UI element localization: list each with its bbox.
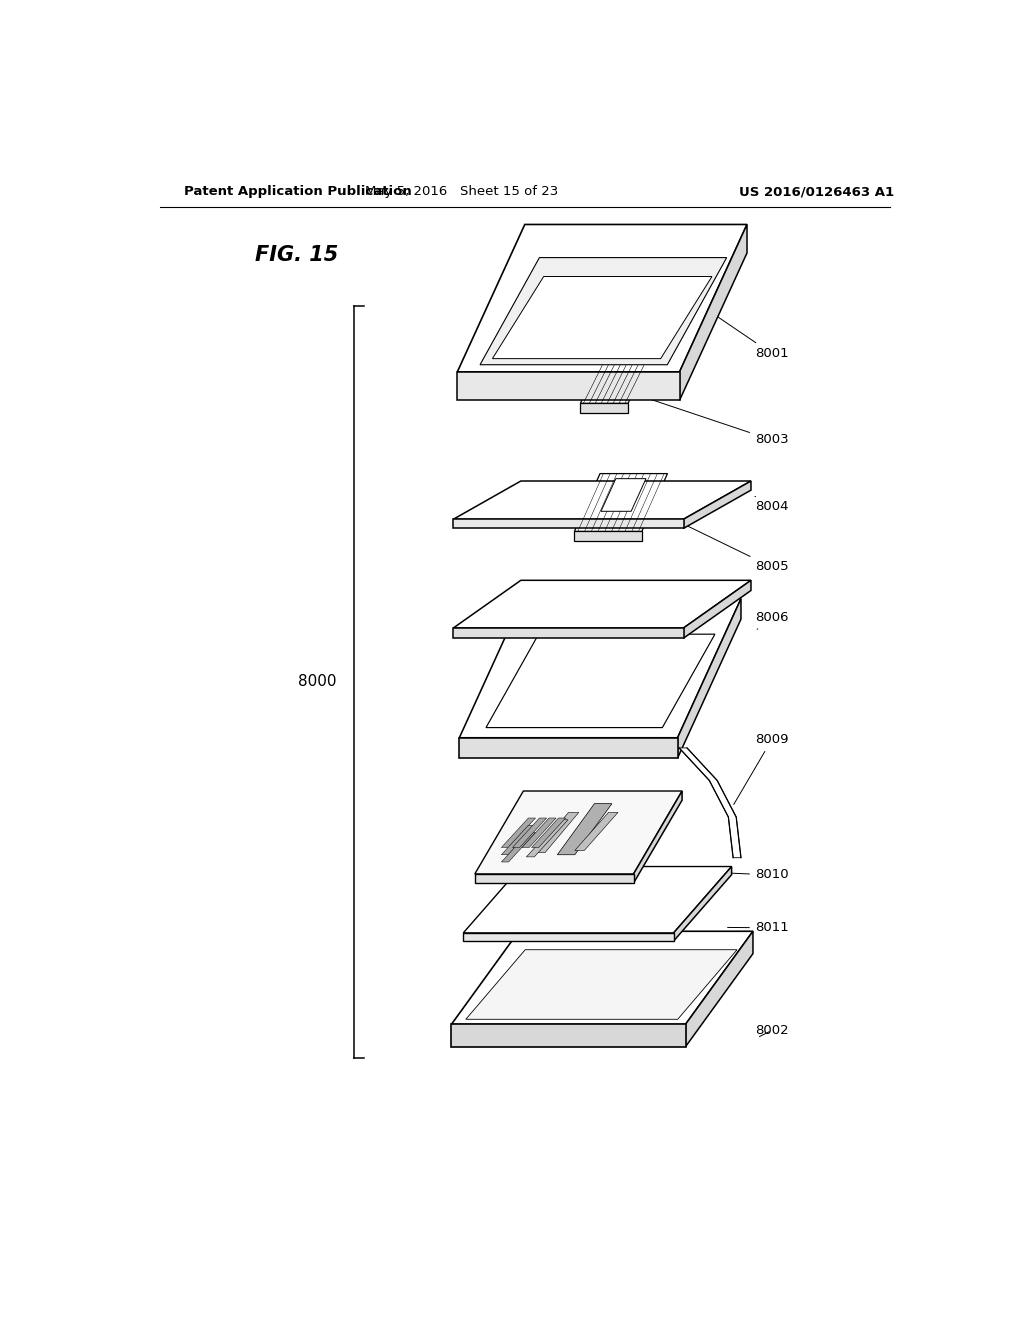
Polygon shape xyxy=(684,480,751,528)
Polygon shape xyxy=(535,812,579,853)
Polygon shape xyxy=(680,224,748,400)
Polygon shape xyxy=(634,791,682,883)
Polygon shape xyxy=(574,532,642,541)
Polygon shape xyxy=(581,366,647,404)
Text: 8010: 8010 xyxy=(648,869,788,882)
Text: 8011: 8011 xyxy=(728,921,788,935)
Polygon shape xyxy=(463,866,731,933)
Polygon shape xyxy=(601,479,646,511)
Text: Patent Application Publication: Patent Application Publication xyxy=(183,185,412,198)
Polygon shape xyxy=(678,599,741,758)
Polygon shape xyxy=(502,825,536,855)
Polygon shape xyxy=(458,372,680,400)
Polygon shape xyxy=(475,874,634,883)
Text: 8005: 8005 xyxy=(652,508,788,573)
Polygon shape xyxy=(522,818,556,847)
Polygon shape xyxy=(502,833,536,862)
Polygon shape xyxy=(460,599,741,738)
Text: 8000: 8000 xyxy=(298,675,337,689)
Polygon shape xyxy=(502,818,536,847)
Polygon shape xyxy=(574,812,618,850)
Polygon shape xyxy=(679,748,741,858)
Polygon shape xyxy=(685,932,753,1047)
Polygon shape xyxy=(454,480,751,519)
Text: 8003: 8003 xyxy=(639,395,788,446)
Polygon shape xyxy=(454,519,684,528)
Text: US 2016/0126463 A1: US 2016/0126463 A1 xyxy=(739,185,894,198)
Polygon shape xyxy=(463,933,674,941)
Polygon shape xyxy=(557,804,612,855)
Polygon shape xyxy=(454,628,684,638)
Polygon shape xyxy=(460,738,678,758)
Polygon shape xyxy=(674,866,731,941)
Polygon shape xyxy=(466,949,737,1019)
Text: 8001: 8001 xyxy=(686,296,788,360)
Text: 8006: 8006 xyxy=(755,611,788,630)
Text: 8009: 8009 xyxy=(734,734,788,804)
Polygon shape xyxy=(531,818,565,847)
Text: 8004: 8004 xyxy=(755,496,788,512)
Polygon shape xyxy=(452,932,753,1024)
Text: 8002: 8002 xyxy=(755,1024,788,1038)
Polygon shape xyxy=(452,1024,685,1047)
Polygon shape xyxy=(526,820,568,857)
Polygon shape xyxy=(684,581,751,638)
Polygon shape xyxy=(486,634,715,727)
Polygon shape xyxy=(458,224,748,372)
Text: FIG. 15: FIG. 15 xyxy=(255,246,338,265)
Text: May 5, 2016   Sheet 15 of 23: May 5, 2016 Sheet 15 of 23 xyxy=(365,185,558,198)
Polygon shape xyxy=(581,404,628,412)
Polygon shape xyxy=(480,257,727,364)
Polygon shape xyxy=(475,791,682,874)
Polygon shape xyxy=(574,474,668,532)
Polygon shape xyxy=(454,581,751,628)
Polygon shape xyxy=(512,818,547,847)
Polygon shape xyxy=(493,276,712,359)
